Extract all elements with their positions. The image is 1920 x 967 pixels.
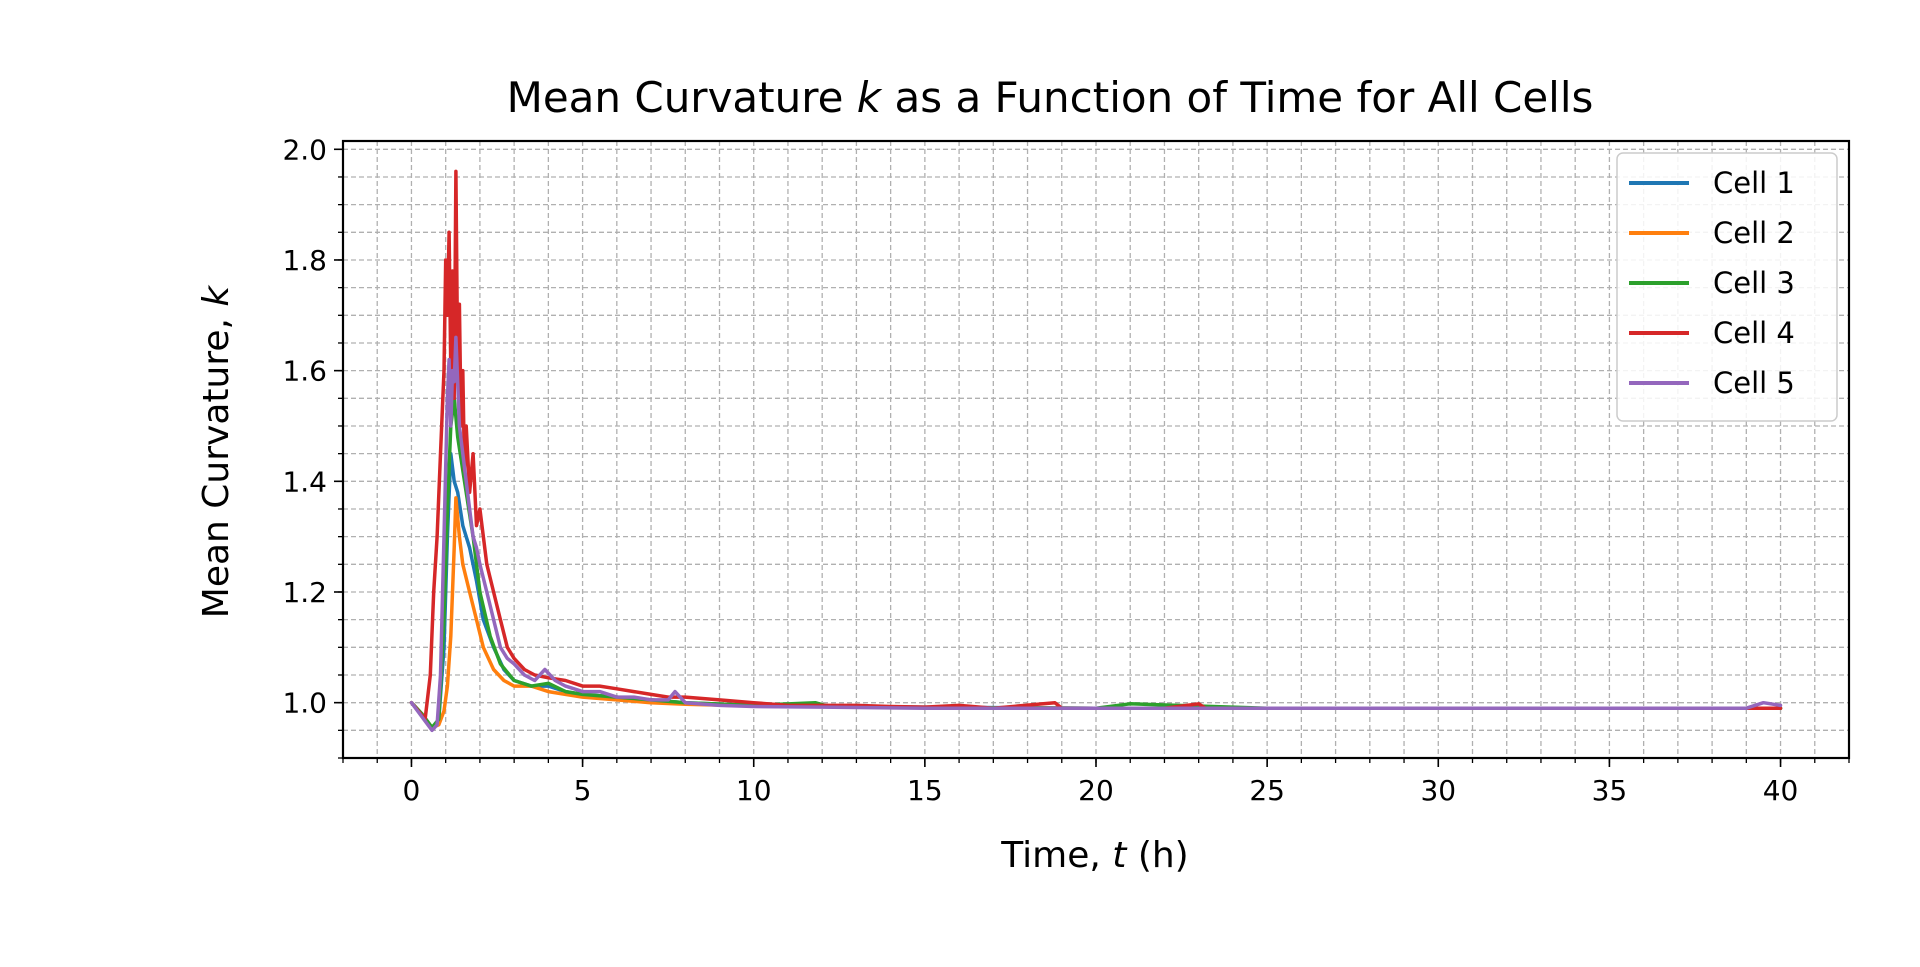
series-line-5 [409,335,1783,733]
legend-label-4: Cell 4 [1713,316,1795,350]
legend-label-3: Cell 3 [1713,266,1795,300]
x-tick-label: 40 [1763,774,1799,807]
legend-label-2: Cell 2 [1713,216,1795,250]
series-lines [409,169,1783,733]
ticks: 0 5 10 15 20 25 30 35 40 1.0 1.2 1.4 1.6 1.8 2.0 [282,133,1850,807]
x-tick-label: 30 [1420,774,1456,807]
y-tick-label: 1.2 [282,576,327,609]
y-axis-label: Mean Curvature, k [196,284,237,619]
x-tick-label: 0 [403,774,421,807]
y-tick-label: 1.0 [282,687,327,720]
legend-box [1616,152,1838,422]
legend-label-5: Cell 5 [1713,366,1795,400]
x-tick-label: 20 [1078,774,1114,807]
x-tick-label: 35 [1592,774,1628,807]
x-tick-label: 25 [1249,774,1285,807]
y-tick-label: 2.0 [282,133,327,166]
x-axis-label: Time, t (h) [1000,835,1188,876]
y-tick-label: 1.4 [282,465,327,498]
legend-label-1: Cell 1 [1713,166,1795,200]
y-tick-label: 1.8 [282,244,327,277]
x-tick-label: 15 [907,774,943,807]
legend: Cell 1 Cell 2 Cell 3 Cell 4 Cell 5 [1616,152,1838,422]
chart-title: Mean Curvature k as a Function of Time f… [507,73,1594,122]
x-tick-label: 5 [574,774,592,807]
x-tick-label: 10 [736,774,772,807]
y-tick-label: 1.6 [282,355,327,388]
